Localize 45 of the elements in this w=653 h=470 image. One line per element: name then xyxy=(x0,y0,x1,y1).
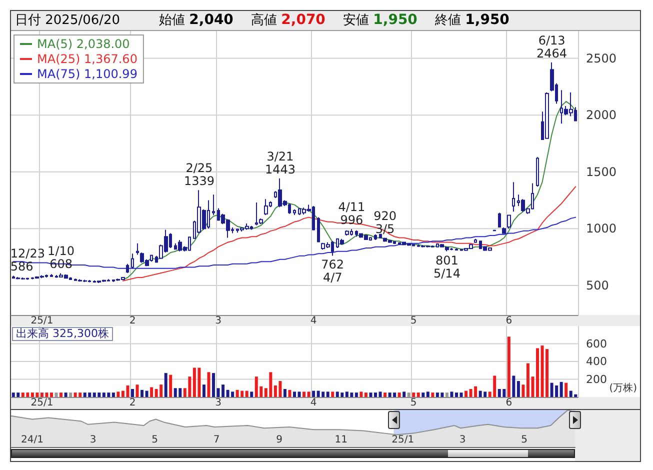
x-tick-label: 3 xyxy=(90,434,96,446)
y-tick-label: 400 xyxy=(586,355,607,368)
text: 始値 2,040 xyxy=(159,12,234,28)
y-tick-label: 500 xyxy=(586,278,609,292)
annotation: 801 5/14 xyxy=(433,253,460,280)
x-tick-label: 25/1 xyxy=(392,434,414,446)
y-tick-label: 1500 xyxy=(586,164,617,179)
x-tick-label: 5 xyxy=(410,316,417,326)
x-tick-label: 6 xyxy=(506,398,512,408)
y-tick-label: 2000 xyxy=(586,108,617,122)
annotation: 762 4/7 xyxy=(321,258,344,285)
x-tick-label: 3 xyxy=(215,316,222,326)
legend-label: MA(25) 1,367.60 xyxy=(37,52,138,66)
annotation: 6/13 2464 xyxy=(536,33,568,60)
text: 高値 2,070 xyxy=(251,12,326,28)
y-axis-title: (万株) xyxy=(609,382,637,395)
annotation: 12/23 586 xyxy=(10,246,45,274)
x-tick-label: 4 xyxy=(310,398,317,408)
y-tick-label: 600 xyxy=(586,337,607,350)
x-tick-label: 6 xyxy=(506,316,512,326)
annotation: 2/25 1339 xyxy=(184,161,214,188)
text: 終値 1,950 xyxy=(435,12,510,28)
annotation: 出来高 325,300株 xyxy=(12,327,113,341)
x-tick-label: 25/1 xyxy=(30,398,54,408)
x-tick-label: 25/1 xyxy=(30,316,54,326)
text: 安値 1,950 xyxy=(343,12,418,28)
x-tick-label: 5 xyxy=(521,434,528,446)
text: 日付 2025/06/20 xyxy=(15,13,120,28)
x-tick-label: 11 xyxy=(334,434,348,446)
x-tick-label: 5 xyxy=(152,434,158,446)
x-tick-label: 4 xyxy=(310,316,317,326)
x-tick-label: 5 xyxy=(410,398,417,408)
annotation: 3/21 1443 xyxy=(264,149,296,176)
y-tick-label: 1000 xyxy=(586,222,617,236)
x-tick-label: 3 xyxy=(459,434,466,446)
legend-label: MA(5) 2,038.00 xyxy=(37,37,130,51)
x-tick-label: 2 xyxy=(129,398,136,408)
x-tick-label: 24/1 xyxy=(21,434,44,446)
y-tick-label: 2500 xyxy=(586,51,617,66)
x-tick-label: 3 xyxy=(215,398,222,408)
x-tick-label: 7 xyxy=(213,434,220,446)
y-tick-label: 200 xyxy=(586,372,607,386)
x-tick-label: 9 xyxy=(276,434,283,446)
legend-label: MA(75) 1,100.99 xyxy=(37,67,138,81)
x-tick-label: 2 xyxy=(129,316,136,326)
